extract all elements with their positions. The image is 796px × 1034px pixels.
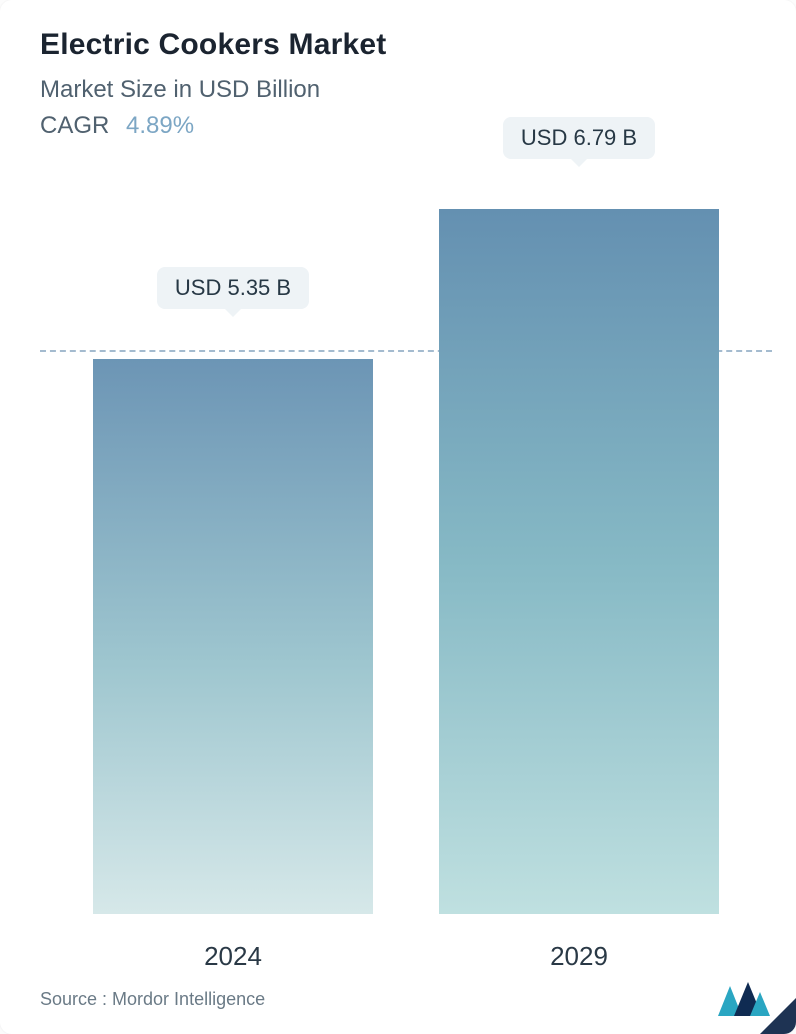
bar-2024	[93, 359, 373, 914]
cagr-label: CAGR	[40, 112, 109, 139]
bar-2029	[439, 209, 719, 914]
bars-container: USD 5.35 B USD 6.79 B	[40, 200, 772, 914]
cagr-row: CAGR 4.89%	[40, 112, 772, 140]
x-label-2024: 2024	[93, 941, 373, 972]
value-pill-2029: USD 6.79 B	[503, 117, 655, 159]
chart-card: Electric Cookers Market Market Size in U…	[0, 0, 796, 1034]
chart-area: USD 5.35 B USD 6.79 B	[40, 200, 772, 914]
chart-footer: Source : Mordor Intelligence	[40, 980, 772, 1018]
cagr-value: 4.89%	[126, 112, 194, 139]
chart-title: Electric Cookers Market	[40, 28, 772, 62]
chart-subtitle: Market Size in USD Billion	[40, 76, 772, 104]
bar-wrap-2024: USD 5.35 B	[93, 359, 373, 914]
value-pill-2024: USD 5.35 B	[157, 267, 309, 309]
bar-wrap-2029: USD 6.79 B	[439, 209, 719, 914]
x-axis-labels: 2024 2029	[40, 941, 772, 972]
x-label-2029: 2029	[439, 941, 719, 972]
corner-accent-icon	[760, 998, 796, 1034]
source-text: Source : Mordor Intelligence	[40, 989, 265, 1010]
